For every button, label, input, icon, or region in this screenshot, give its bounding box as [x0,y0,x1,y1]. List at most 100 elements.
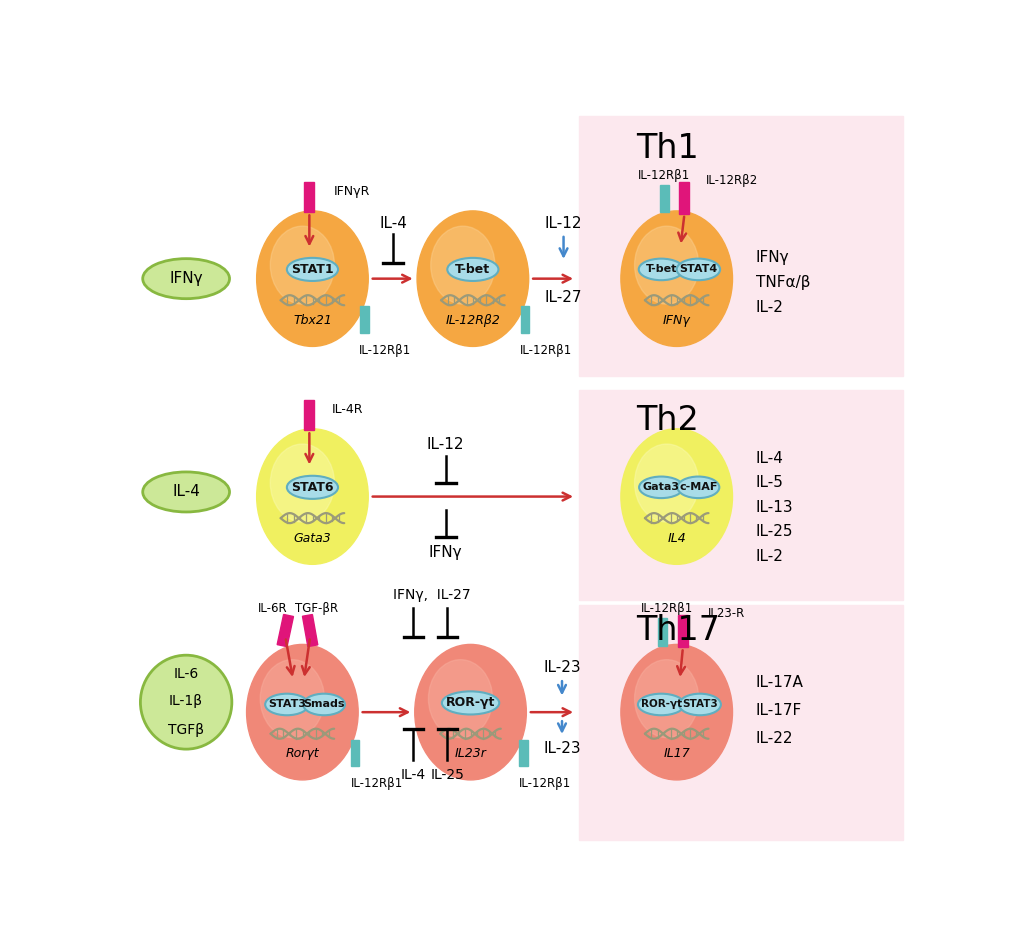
Text: ROR-γt: ROR-γt [445,697,496,710]
Text: Gata3: Gata3 [643,482,680,493]
Text: TGF-βR: TGF-βR [295,602,338,615]
Text: IFNγ: IFNγ [756,250,790,265]
Text: IL-6: IL-6 [173,667,199,681]
Text: IL-12: IL-12 [545,215,583,231]
Text: STAT1: STAT1 [291,263,334,276]
Bar [302,615,317,646]
Text: IL-12Rβ2: IL-12Rβ2 [445,314,501,326]
Text: IL-4: IL-4 [379,215,407,231]
Ellipse shape [638,694,684,716]
Ellipse shape [257,429,369,565]
Ellipse shape [447,258,499,281]
Text: IL-12Rβ1: IL-12Rβ1 [519,344,571,357]
Text: T-bet: T-bet [645,265,677,274]
Ellipse shape [639,259,684,280]
Text: IL-6R: IL-6R [258,602,288,615]
Text: IL-23: IL-23 [543,660,581,675]
Text: IL23r: IL23r [455,747,486,760]
Text: Tbx21: Tbx21 [293,314,332,326]
Text: IFNγ: IFNγ [169,271,203,287]
Ellipse shape [257,211,369,346]
Text: IFNγ,  IL-27: IFNγ, IL-27 [393,588,471,602]
Ellipse shape [431,226,495,304]
Text: TGFβ: TGFβ [168,723,204,736]
Text: IL-17A: IL-17A [756,676,804,691]
Ellipse shape [142,472,229,512]
Text: IL-12Rβ2: IL-12Rβ2 [707,174,759,187]
Bar [360,307,369,332]
Text: ROR-γt: ROR-γt [641,699,682,710]
Text: IL-12: IL-12 [427,437,465,452]
Bar [304,400,314,430]
Text: Th1: Th1 [636,132,698,165]
Text: IFNγ: IFNγ [663,314,690,326]
Text: IL23-R: IL23-R [708,607,744,620]
Ellipse shape [417,211,528,346]
Text: IL-4: IL-4 [400,769,426,782]
Ellipse shape [303,694,345,716]
Ellipse shape [140,655,231,749]
Text: IL-13: IL-13 [756,500,794,515]
Ellipse shape [287,258,338,281]
Ellipse shape [635,660,698,737]
Ellipse shape [635,444,698,522]
Bar [520,307,529,332]
Text: Rorγt: Rorγt [286,747,319,760]
Ellipse shape [415,644,526,780]
Text: IL-12Rβ1: IL-12Rβ1 [519,777,571,791]
Bar [304,181,314,213]
Ellipse shape [635,226,698,304]
Ellipse shape [270,444,335,522]
Text: Th17: Th17 [636,614,720,646]
Text: Gata3: Gata3 [294,531,332,545]
Text: IL-4R: IL-4R [332,403,364,416]
Text: IL-12Rβ1: IL-12Rβ1 [641,603,693,616]
Text: IL-12Rβ1: IL-12Rβ1 [350,777,402,791]
Text: Smads: Smads [303,699,345,710]
Text: IL-4: IL-4 [756,451,783,466]
Ellipse shape [247,644,358,780]
Ellipse shape [287,475,338,499]
Ellipse shape [639,476,683,498]
Bar [579,605,903,840]
Text: STAT3: STAT3 [268,699,306,710]
Ellipse shape [265,694,308,716]
Text: IFNγR: IFNγR [334,185,371,198]
Text: IL4: IL4 [668,531,686,545]
Text: IL17: IL17 [664,747,690,760]
Text: STAT4: STAT4 [679,265,718,274]
Ellipse shape [679,694,721,716]
Bar [579,116,903,377]
Bar [678,615,688,647]
Bar [519,740,527,766]
Text: IL-12Rβ1: IL-12Rβ1 [359,344,412,357]
Bar [579,390,903,600]
Text: IL-22: IL-22 [756,731,794,746]
Text: T-bet: T-bet [456,263,490,276]
Bar [658,618,667,646]
Bar [660,185,669,213]
Text: STAT6: STAT6 [291,481,334,493]
Ellipse shape [621,429,732,565]
Ellipse shape [621,211,732,346]
Text: IL-4: IL-4 [172,484,200,499]
Ellipse shape [678,476,719,498]
Bar [679,181,689,214]
Text: IL-27: IL-27 [545,290,583,306]
Bar [351,740,359,766]
Text: IFNγ: IFNγ [429,545,463,560]
Ellipse shape [260,660,325,737]
Text: IL-17F: IL-17F [756,703,802,718]
Text: IL-12Rβ1: IL-12Rβ1 [638,169,690,182]
Ellipse shape [442,692,500,715]
Text: IL-23: IL-23 [543,741,581,755]
Text: IL-25: IL-25 [430,769,464,782]
Text: IL-25: IL-25 [756,525,794,539]
Ellipse shape [270,226,335,304]
Text: TNFα/β: TNFα/β [756,275,810,290]
Text: c-MAF: c-MAF [679,482,718,493]
Ellipse shape [621,644,732,780]
Ellipse shape [428,660,493,737]
Bar [278,614,294,646]
Text: IL-2: IL-2 [756,549,783,564]
